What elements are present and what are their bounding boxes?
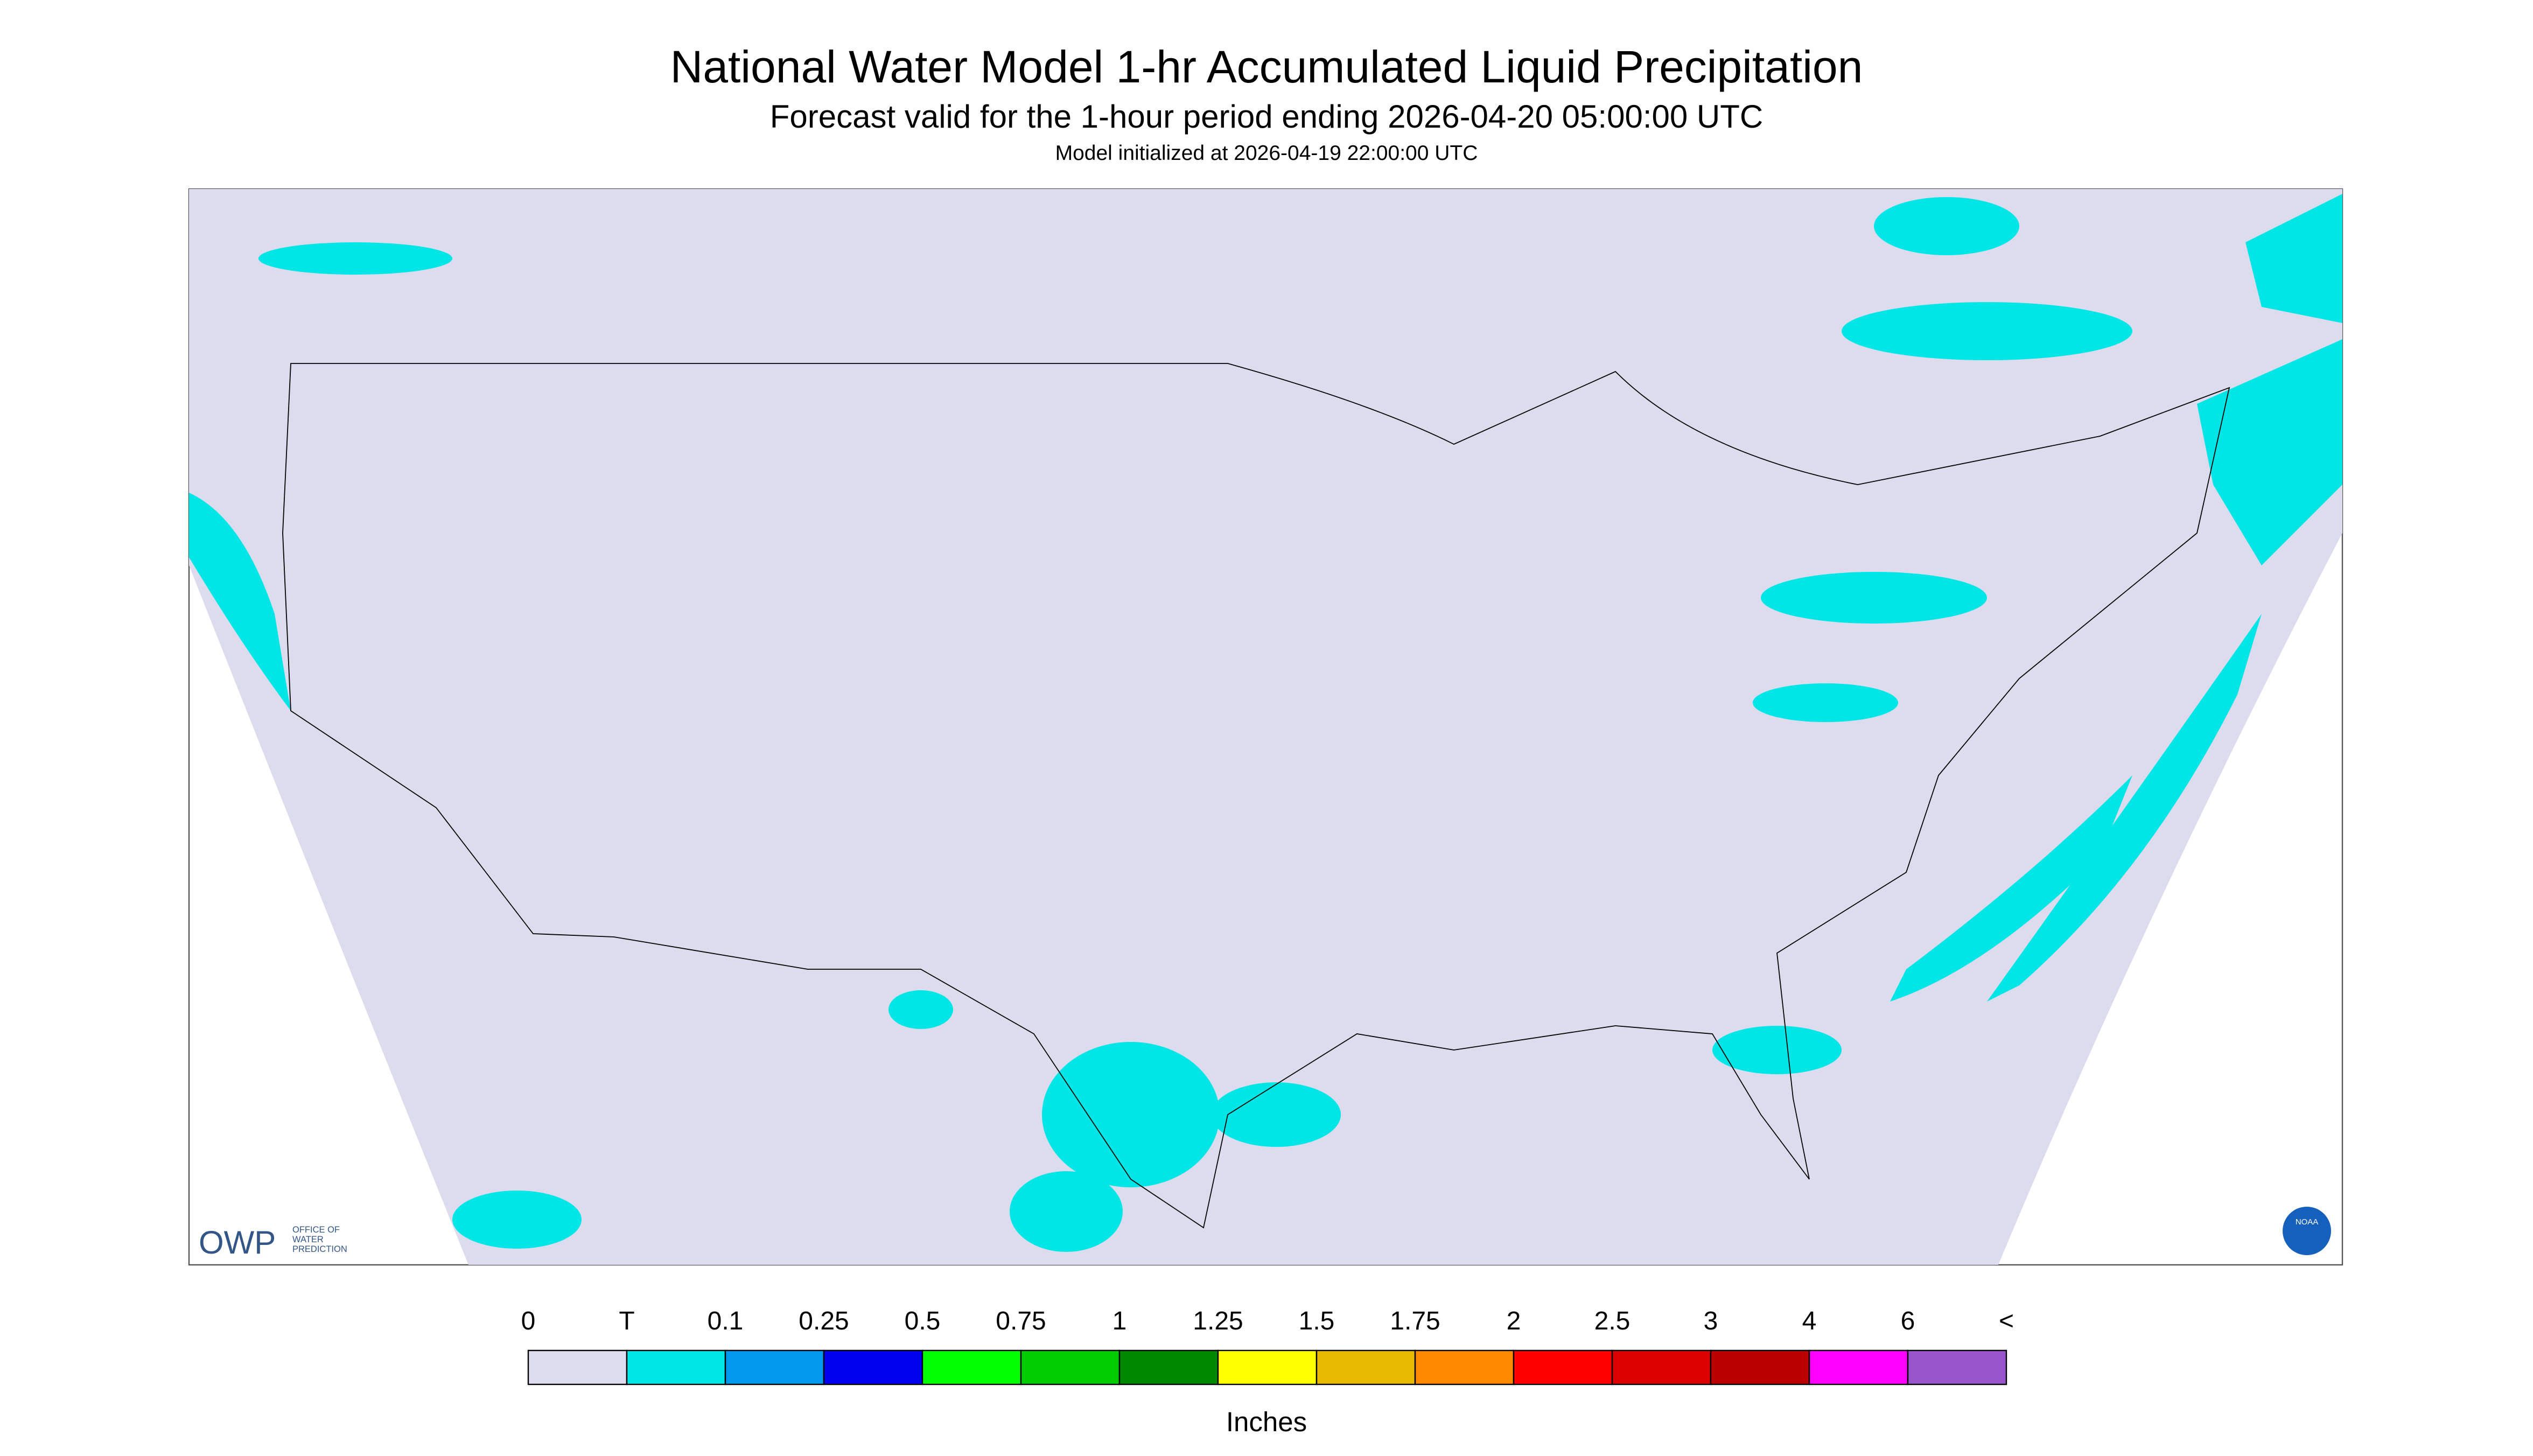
precip-area xyxy=(452,1191,582,1249)
legend-label: 2.5 xyxy=(1594,1307,1631,1335)
legend-label: 1.5 xyxy=(1299,1307,1335,1335)
legend-label: 0.75 xyxy=(996,1307,1046,1335)
legend-swatch xyxy=(1808,1349,1909,1385)
owp-logo-line: OFFICE OF xyxy=(292,1225,340,1235)
legend-label: 2 xyxy=(1507,1307,1521,1335)
legend-label: 0.5 xyxy=(905,1307,941,1335)
owp-logo: OWP xyxy=(199,1224,276,1261)
precip-area xyxy=(1042,1042,1220,1188)
owp-logo-line: PREDICTION xyxy=(292,1244,347,1254)
legend-swatch xyxy=(1118,1349,1219,1385)
precip-area xyxy=(1712,1026,1842,1075)
subtitle: Forecast valid for the 1-hour period end… xyxy=(770,99,1763,135)
legend: 0 T 0.1 0.25 0.5 0.75 1 1.25 1.5 1.75 2 2.5 3 4 6 < xyxy=(521,1307,2014,1385)
legend-swatch xyxy=(1907,1349,2007,1385)
legend-label: 4 xyxy=(1802,1307,1817,1335)
legend-swatch xyxy=(1020,1349,1121,1385)
legend-label: 1.75 xyxy=(1390,1307,1440,1335)
precip-area xyxy=(888,990,953,1030)
owp-logo-line: WATER xyxy=(292,1235,324,1244)
legend-label: 1.25 xyxy=(1193,1307,1243,1335)
legend-unit: Inches xyxy=(1226,1406,1307,1437)
noaa-logo-text: NOAA xyxy=(2296,1217,2319,1227)
legend-swatch xyxy=(1217,1349,1318,1385)
legend-swatch xyxy=(1710,1349,1810,1385)
precip-area xyxy=(1890,775,2132,1002)
legend-label: 0.1 xyxy=(708,1307,744,1335)
noaa-logo xyxy=(2283,1207,2331,1256)
precip-areas xyxy=(189,194,2342,1252)
precip-area xyxy=(1010,1171,1123,1252)
us-outline xyxy=(282,363,2230,1229)
precip-area xyxy=(1874,197,2019,256)
legend-label: 1 xyxy=(1112,1307,1127,1335)
legend-label: 0.25 xyxy=(799,1307,849,1335)
legend-swatch xyxy=(527,1349,628,1385)
precip-area xyxy=(1753,683,1898,723)
legend-label: T xyxy=(619,1307,634,1335)
legend-swatch xyxy=(724,1349,825,1385)
precip-area xyxy=(1212,1082,1341,1147)
precip-area xyxy=(2245,194,2342,324)
precip-area xyxy=(1761,572,1987,624)
legend-swatch xyxy=(921,1349,1022,1385)
precip-area xyxy=(258,242,452,275)
legend-label: 3 xyxy=(1704,1307,1718,1335)
init-time: Model initialized at 2026-04-19 22:00:00… xyxy=(1055,142,1478,165)
title: National Water Model 1-hr Accumulated Li… xyxy=(670,41,1863,92)
legend-swatch xyxy=(1611,1349,1712,1385)
legend-swatch xyxy=(823,1349,923,1385)
legend-label: 0 xyxy=(521,1307,536,1335)
precip-area xyxy=(189,493,291,711)
legend-swatch xyxy=(1513,1349,1613,1385)
precip-area xyxy=(2197,339,2342,566)
legend-swatch xyxy=(1414,1349,1515,1385)
legend-label: 6 xyxy=(1901,1307,1915,1335)
legend-swatch xyxy=(626,1349,726,1385)
legend-swatch xyxy=(1316,1349,1416,1385)
legend-label: < xyxy=(1999,1307,2014,1335)
precip-area xyxy=(1842,302,2132,361)
model-domain xyxy=(189,189,2342,1265)
